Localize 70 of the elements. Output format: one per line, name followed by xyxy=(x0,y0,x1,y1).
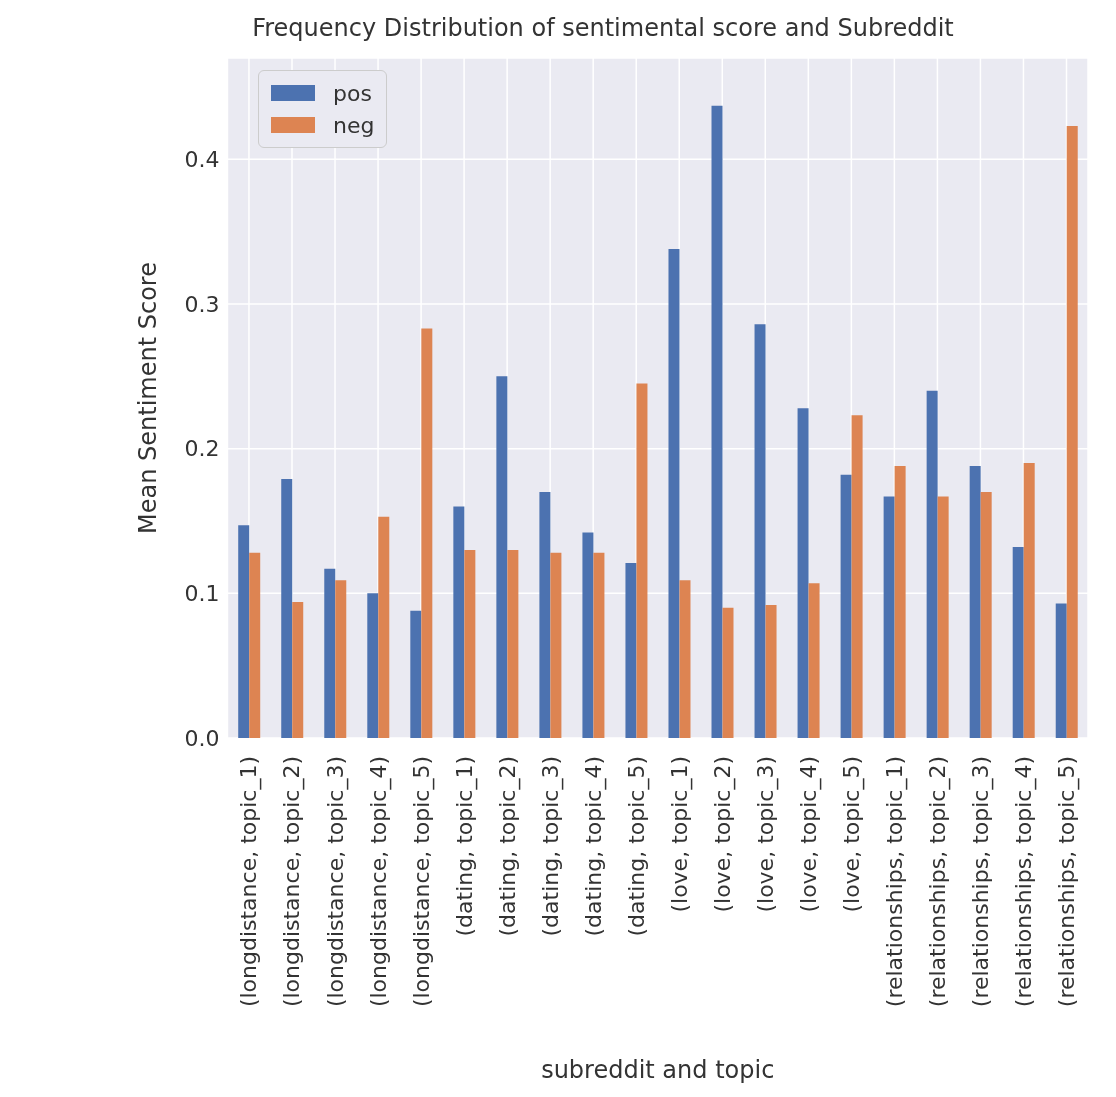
bar xyxy=(593,552,605,738)
x-tick-label: (dating, topic_5) xyxy=(623,756,650,937)
bar xyxy=(249,552,261,738)
chart-title: Frequency Distribution of sentimental score and Subreddit xyxy=(251,13,955,44)
bar xyxy=(851,415,863,738)
bar xyxy=(453,506,465,738)
y-tick-label: 0.0 xyxy=(184,725,220,751)
legend-label: neg xyxy=(333,112,375,138)
x-tick-label: (dating, topic_2) xyxy=(494,756,521,937)
x-tick-label: (dating, topic_4) xyxy=(580,756,607,937)
bar xyxy=(937,496,949,738)
x-tick-label: (love, topic_3) xyxy=(752,756,779,913)
x-tick-label: (relationships, topic_5) xyxy=(1053,756,1080,1008)
bar xyxy=(496,376,508,738)
bar xyxy=(238,525,250,738)
bar xyxy=(421,328,433,738)
bar xyxy=(1066,126,1078,738)
bar xyxy=(668,248,680,738)
bar xyxy=(808,583,820,738)
x-tick-label: (longdistance, topic_5) xyxy=(408,756,435,1008)
y-tick-label: 0.1 xyxy=(184,581,220,607)
bar xyxy=(281,479,293,738)
x-tick-label: (longdistance, topic_3) xyxy=(322,756,349,1008)
legend-label: pos xyxy=(333,80,372,106)
x-tick-label: (love, topic_1) xyxy=(666,756,693,913)
x-axis-title: subreddit and topic xyxy=(541,1056,775,1084)
bar xyxy=(797,408,809,738)
bar xyxy=(840,474,852,738)
bar xyxy=(335,580,347,738)
bar xyxy=(883,496,895,738)
x-tick-label: (relationships, topic_3) xyxy=(967,756,994,1008)
bar xyxy=(539,492,551,738)
bar xyxy=(765,604,777,738)
bar xyxy=(550,552,562,738)
bar xyxy=(679,580,691,738)
bar xyxy=(894,466,906,738)
x-tick-label: (dating, topic_3) xyxy=(537,756,564,937)
bar xyxy=(625,562,637,738)
y-axis-title: Mean Sentiment Score xyxy=(133,262,162,534)
bar xyxy=(1055,603,1067,738)
bar xyxy=(378,516,390,738)
x-tick-label: (love, topic_5) xyxy=(838,756,865,913)
y-tick-label: 0.2 xyxy=(184,436,220,462)
x-tick-label: (relationships, topic_2) xyxy=(924,756,951,1008)
bar xyxy=(754,324,766,738)
x-tick-label: (relationships, topic_1) xyxy=(881,756,908,1008)
bar xyxy=(1012,547,1024,738)
bar xyxy=(507,549,519,738)
bar xyxy=(722,607,734,738)
bar xyxy=(464,549,476,738)
bar xyxy=(292,602,304,738)
bar xyxy=(711,105,723,738)
x-tick-label: (love, topic_2) xyxy=(709,756,736,913)
x-tick-label: (longdistance, topic_4) xyxy=(365,756,392,1008)
y-tick-label: 0.4 xyxy=(184,147,220,173)
x-tick-label: (love, topic_4) xyxy=(795,756,822,913)
bar xyxy=(324,568,336,738)
bar xyxy=(926,390,938,738)
bar xyxy=(969,466,981,738)
bar xyxy=(582,532,594,738)
x-tick-label: (longdistance, topic_1) xyxy=(236,756,263,1008)
bar xyxy=(636,383,648,738)
bar xyxy=(410,610,422,738)
bar xyxy=(980,492,992,738)
bar xyxy=(1023,463,1035,738)
y-tick-label: 0.3 xyxy=(184,291,220,317)
x-tick-label: (longdistance, topic_2) xyxy=(279,756,306,1008)
x-tick-label: (relationships, topic_4) xyxy=(1010,756,1037,1008)
bar xyxy=(367,593,379,738)
x-tick-label: (dating, topic_1) xyxy=(451,756,478,937)
